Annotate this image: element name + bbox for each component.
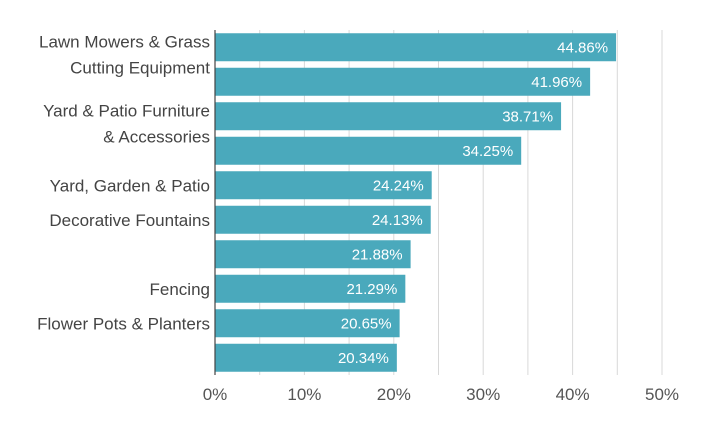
bar (215, 102, 562, 131)
bar (215, 171, 432, 200)
bar (215, 67, 591, 96)
x-axis-ticks: 0% 10% 20% 30% 40% 50% (203, 385, 679, 404)
bar (215, 205, 431, 234)
category-label: Fencing (150, 280, 210, 299)
bar (215, 33, 617, 62)
bar-value-label: 24.13% (372, 212, 423, 229)
bar-value-label: 20.65% (341, 315, 392, 332)
bar (215, 343, 397, 372)
category-label: Lawn Mowers & Grass (39, 32, 210, 51)
x-tick-label: 0% (203, 385, 228, 404)
category-label: Yard & Patio Furniture (43, 101, 210, 120)
bar (215, 136, 522, 165)
category-label: & Accessories (103, 127, 210, 146)
x-tick-label: 10% (287, 385, 321, 404)
x-tick-label: 40% (556, 385, 590, 404)
x-tick-label: 20% (377, 385, 411, 404)
bar-value-label: 21.88% (352, 246, 403, 263)
bar (215, 309, 400, 338)
x-tick-label: 50% (645, 385, 679, 404)
category-label: Flower Pots & Planters (37, 314, 210, 333)
bar (215, 274, 406, 303)
bar-value-label: 38.71% (502, 108, 553, 125)
bar-value-label: 44.86% (557, 39, 608, 56)
category-label: Cutting Equipment (70, 58, 210, 77)
x-tick-label: 30% (466, 385, 500, 404)
category-label: Yard, Garden & Patio (50, 176, 210, 195)
category-label: Decorative Fountains (49, 211, 210, 230)
category-labels: Lawn Mowers & Grass Cutting Equipment Yard… (37, 32, 210, 333)
bar-value-label: 20.34% (338, 350, 389, 367)
bar-value-label: 24.24% (373, 177, 424, 194)
bars: 44.86% 41.96% 38.71% 34.25% 24.24% 24.13% 21.8… (215, 33, 617, 372)
bar-value-label: 21.29% (346, 281, 397, 298)
bar-value-label: 34.25% (462, 143, 513, 160)
bar-value-label: 41.96% (531, 74, 582, 91)
bar (215, 240, 411, 269)
